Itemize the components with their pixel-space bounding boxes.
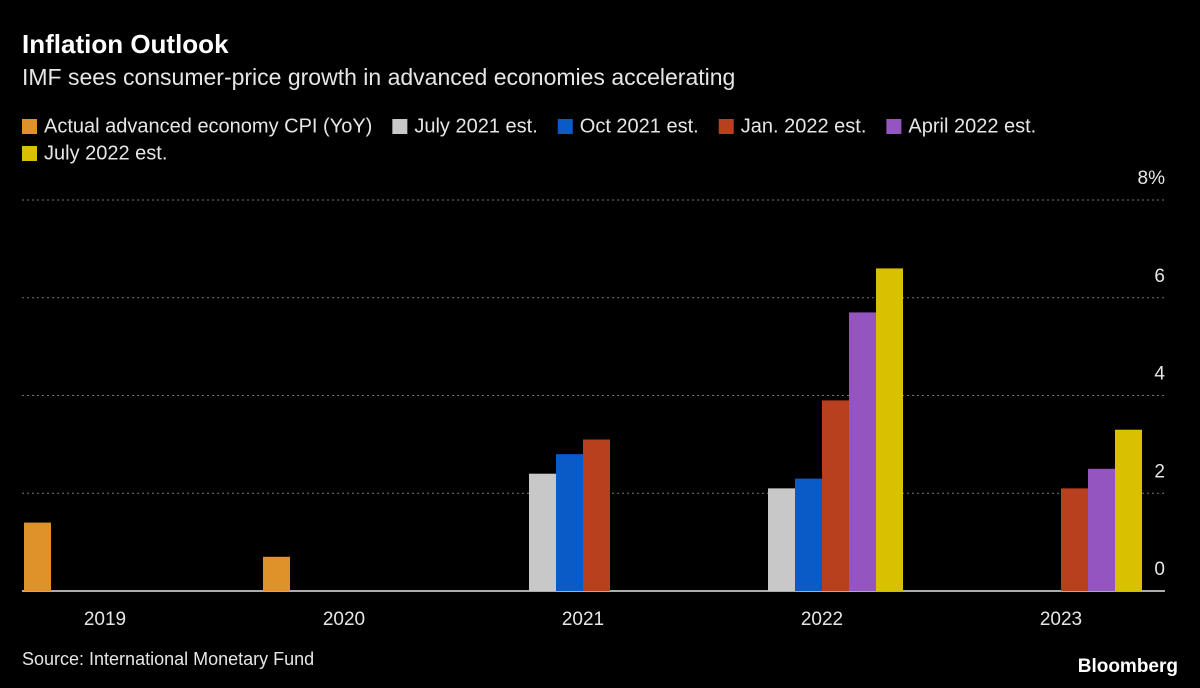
bar xyxy=(24,522,51,591)
x-tick-label: 2022 xyxy=(801,609,843,630)
legend-label: July 2021 est. xyxy=(414,115,537,137)
legend-label: Jan. 2022 est. xyxy=(741,115,867,137)
x-tick-label: 2023 xyxy=(1040,609,1082,630)
legend-swatch xyxy=(718,119,734,134)
bar xyxy=(583,439,610,591)
y-tick-label: 0 xyxy=(1154,559,1165,580)
bar xyxy=(822,400,849,591)
brand: Bloomberg xyxy=(1078,656,1178,677)
legend-label: April 2022 est. xyxy=(908,115,1036,137)
legend-label: July 2022 est. xyxy=(44,142,167,164)
legend-label: Oct 2021 est. xyxy=(580,115,699,137)
bar xyxy=(529,473,556,591)
y-tick-label: 8% xyxy=(1138,168,1166,189)
bar xyxy=(1088,468,1115,591)
legend-swatch xyxy=(392,119,408,134)
y-tick-label: 4 xyxy=(1154,364,1165,385)
legend-swatch xyxy=(557,119,573,134)
source: Source: International Monetary Fund xyxy=(22,649,314,669)
bar xyxy=(849,312,876,591)
bar xyxy=(556,454,583,591)
chart-subtitle: IMF sees consumer-price growth in advanc… xyxy=(22,64,735,90)
bar xyxy=(1061,488,1088,591)
legend-swatch xyxy=(22,119,37,134)
bar xyxy=(876,268,903,591)
y-tick-label: 2 xyxy=(1154,461,1165,482)
y-tick-label: 6 xyxy=(1154,266,1165,287)
chart-title: Inflation Outlook xyxy=(22,29,229,59)
legend-swatch xyxy=(886,119,902,134)
legend-swatch xyxy=(22,146,37,161)
bar xyxy=(768,488,795,591)
bar xyxy=(263,556,290,591)
x-tick-label: 2020 xyxy=(323,609,365,630)
bar xyxy=(795,478,822,591)
x-tick-label: 2019 xyxy=(84,609,126,630)
x-tick-label: 2021 xyxy=(562,609,604,630)
legend-label: Actual advanced economy CPI (YoY) xyxy=(44,115,372,137)
bar xyxy=(1115,429,1142,591)
